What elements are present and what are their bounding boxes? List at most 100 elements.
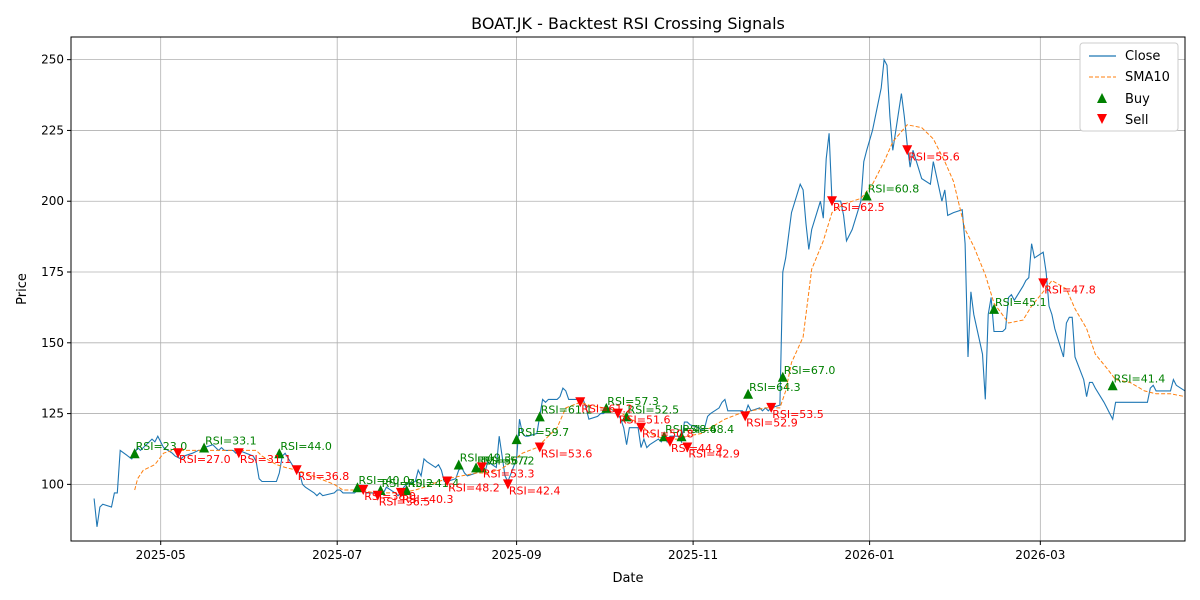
sell-rsi-label: RSI=48.2 [448, 482, 500, 495]
sell-marker [442, 476, 453, 487]
sell-rsi-label: RSI=40.3 [402, 493, 454, 506]
x-axis: 2025-05 2025-07 2025-09 2025-11 2026-01 2026-… [136, 541, 1065, 562]
y-axis: 100 125 150 175 200 225 250 [41, 53, 71, 491]
sell-marker [766, 402, 777, 413]
buy-marker [989, 303, 1000, 314]
signal-markers: RSI=23.0 RSI=33.1 RSI=44.0RSI=40.0RSI=40.2… [129, 145, 1166, 509]
sell-marker [291, 465, 302, 476]
buy-marker [1107, 380, 1118, 391]
sell-rsi-label: RSI=31.1 [240, 453, 292, 466]
sell-rsi-label: RSI=53.5 [772, 408, 824, 421]
legend-box [1079, 42, 1179, 132]
buy-marker [352, 482, 363, 493]
x-tick-label: 2025-11 [668, 548, 718, 562]
sell-marker [233, 448, 244, 459]
buy-marker [621, 411, 632, 422]
chart-title: BOAT.JK - Backtest RSI Crossing Signals [471, 14, 785, 33]
buy-rsi-label: RSI=41.4 [1114, 372, 1166, 385]
buy-marker [676, 431, 687, 442]
x-tick-label: 2026-01 [845, 548, 895, 562]
x-tick-label: 2025-07 [312, 548, 362, 562]
buy-rsi-label: RSI=60.8 [868, 183, 920, 196]
sell-marker [575, 397, 586, 408]
sell-rsi-label: RSI=47.8 [1044, 283, 1096, 296]
sell-marker [682, 442, 693, 453]
buy-rsi-label: RSI=48.6 [665, 423, 717, 436]
buy-marker [401, 485, 412, 496]
sell-marker [902, 145, 913, 156]
x-tick-label: 2025-05 [136, 548, 186, 562]
buy-marker [743, 388, 754, 399]
sell-marker [395, 487, 406, 498]
sell-marker [1038, 278, 1049, 289]
buy-rsi-label: RSI=56.7 [477, 454, 529, 467]
buy-marker [274, 448, 285, 459]
sell-rsi-label: RSI=42.9 [688, 448, 740, 461]
legend: Close SMA10 Buy Sell [1079, 42, 1179, 132]
buy-marker [861, 190, 872, 201]
sell-rsi-label: RSI=62.5 [833, 201, 885, 214]
buy-marker [199, 442, 210, 453]
buy-marker [534, 411, 545, 422]
grid [71, 37, 1185, 541]
sell-marker [534, 442, 545, 453]
buy-marker [511, 434, 522, 445]
legend-sell-marker [1097, 114, 1107, 124]
buy-rsi-label: RSI=40.0 [358, 474, 410, 487]
sell-marker [476, 462, 487, 473]
buy-rsi-label: RSI=49.3 [460, 452, 512, 465]
x-tick-label: 2026-03 [1015, 548, 1065, 562]
buy-marker [453, 459, 464, 470]
buy-rsi-label: RSI=40.2 [382, 477, 434, 490]
plot-frame [70, 36, 1186, 542]
sell-rsi-label: RSI=52.9 [746, 416, 798, 429]
y-tick-label: 225 [41, 123, 64, 137]
y-tick-label: 200 [41, 194, 64, 208]
buy-rsi-label: RSI=59.7 [518, 426, 570, 439]
y-tick-label: 150 [41, 336, 64, 350]
legend-sell-label: Sell [1125, 113, 1148, 128]
buy-rsi-label: RSI=61.1 [541, 403, 593, 416]
legend-buy-marker [1097, 93, 1107, 103]
y-tick-label: 175 [41, 265, 64, 279]
buy-rsi-label: RSI=57.2 [483, 454, 535, 467]
buy-rsi-label: RSI=64.3 [749, 381, 801, 394]
buy-rsi-label: RSI=67.0 [784, 364, 836, 377]
y-tick-label: 250 [41, 53, 64, 67]
sell-marker [826, 196, 837, 207]
buy-rsi-label: RSI=52.5 [628, 403, 680, 416]
sell-marker [636, 422, 647, 433]
legend-close-label: Close [1125, 49, 1160, 64]
legend-sma-label: SMA10 [1125, 70, 1170, 85]
y-axis-label: Price [15, 273, 30, 305]
buy-rsi-label: RSI=48.4 [683, 423, 735, 436]
sell-marker [740, 411, 751, 422]
sell-rsi-label: RSI=27.0 [179, 453, 231, 466]
sell-rsi-label: RSI=36.5 [379, 496, 431, 509]
sell-marker [173, 448, 184, 459]
buy-rsi-label: RSI=33.1 [205, 435, 257, 448]
x-tick-label: 2025-09 [492, 548, 542, 562]
sell-rsi-label: RSI=36.8 [298, 470, 350, 483]
x-axis-label: Date [612, 571, 643, 586]
sell-marker [612, 408, 623, 419]
legend-buy-label: Buy [1125, 92, 1150, 107]
buy-marker [601, 402, 612, 413]
sell-rsi-label: RSI=55.6 [908, 150, 960, 163]
y-tick-label: 100 [41, 477, 64, 491]
sell-marker [358, 485, 369, 496]
sell-rsi-label: RSI=42.4 [509, 484, 561, 497]
sell-marker [502, 479, 513, 490]
sell-marker [664, 436, 675, 447]
buy-marker [777, 371, 788, 382]
buy-rsi-label: RSI=44.0 [280, 440, 332, 453]
buy-rsi-label: RSI=57.3 [607, 395, 659, 408]
y-tick-label: 125 [41, 407, 64, 421]
sell-rsi-label: RSI=53.6 [541, 448, 593, 461]
sell-rsi-label: RSI=53.3 [483, 467, 535, 480]
buy-marker [129, 448, 140, 459]
sell-marker [372, 490, 383, 501]
sell-rsi-label: RSI=50.8 [642, 428, 694, 441]
buy-rsi-label: RSI=45.1 [995, 296, 1047, 309]
